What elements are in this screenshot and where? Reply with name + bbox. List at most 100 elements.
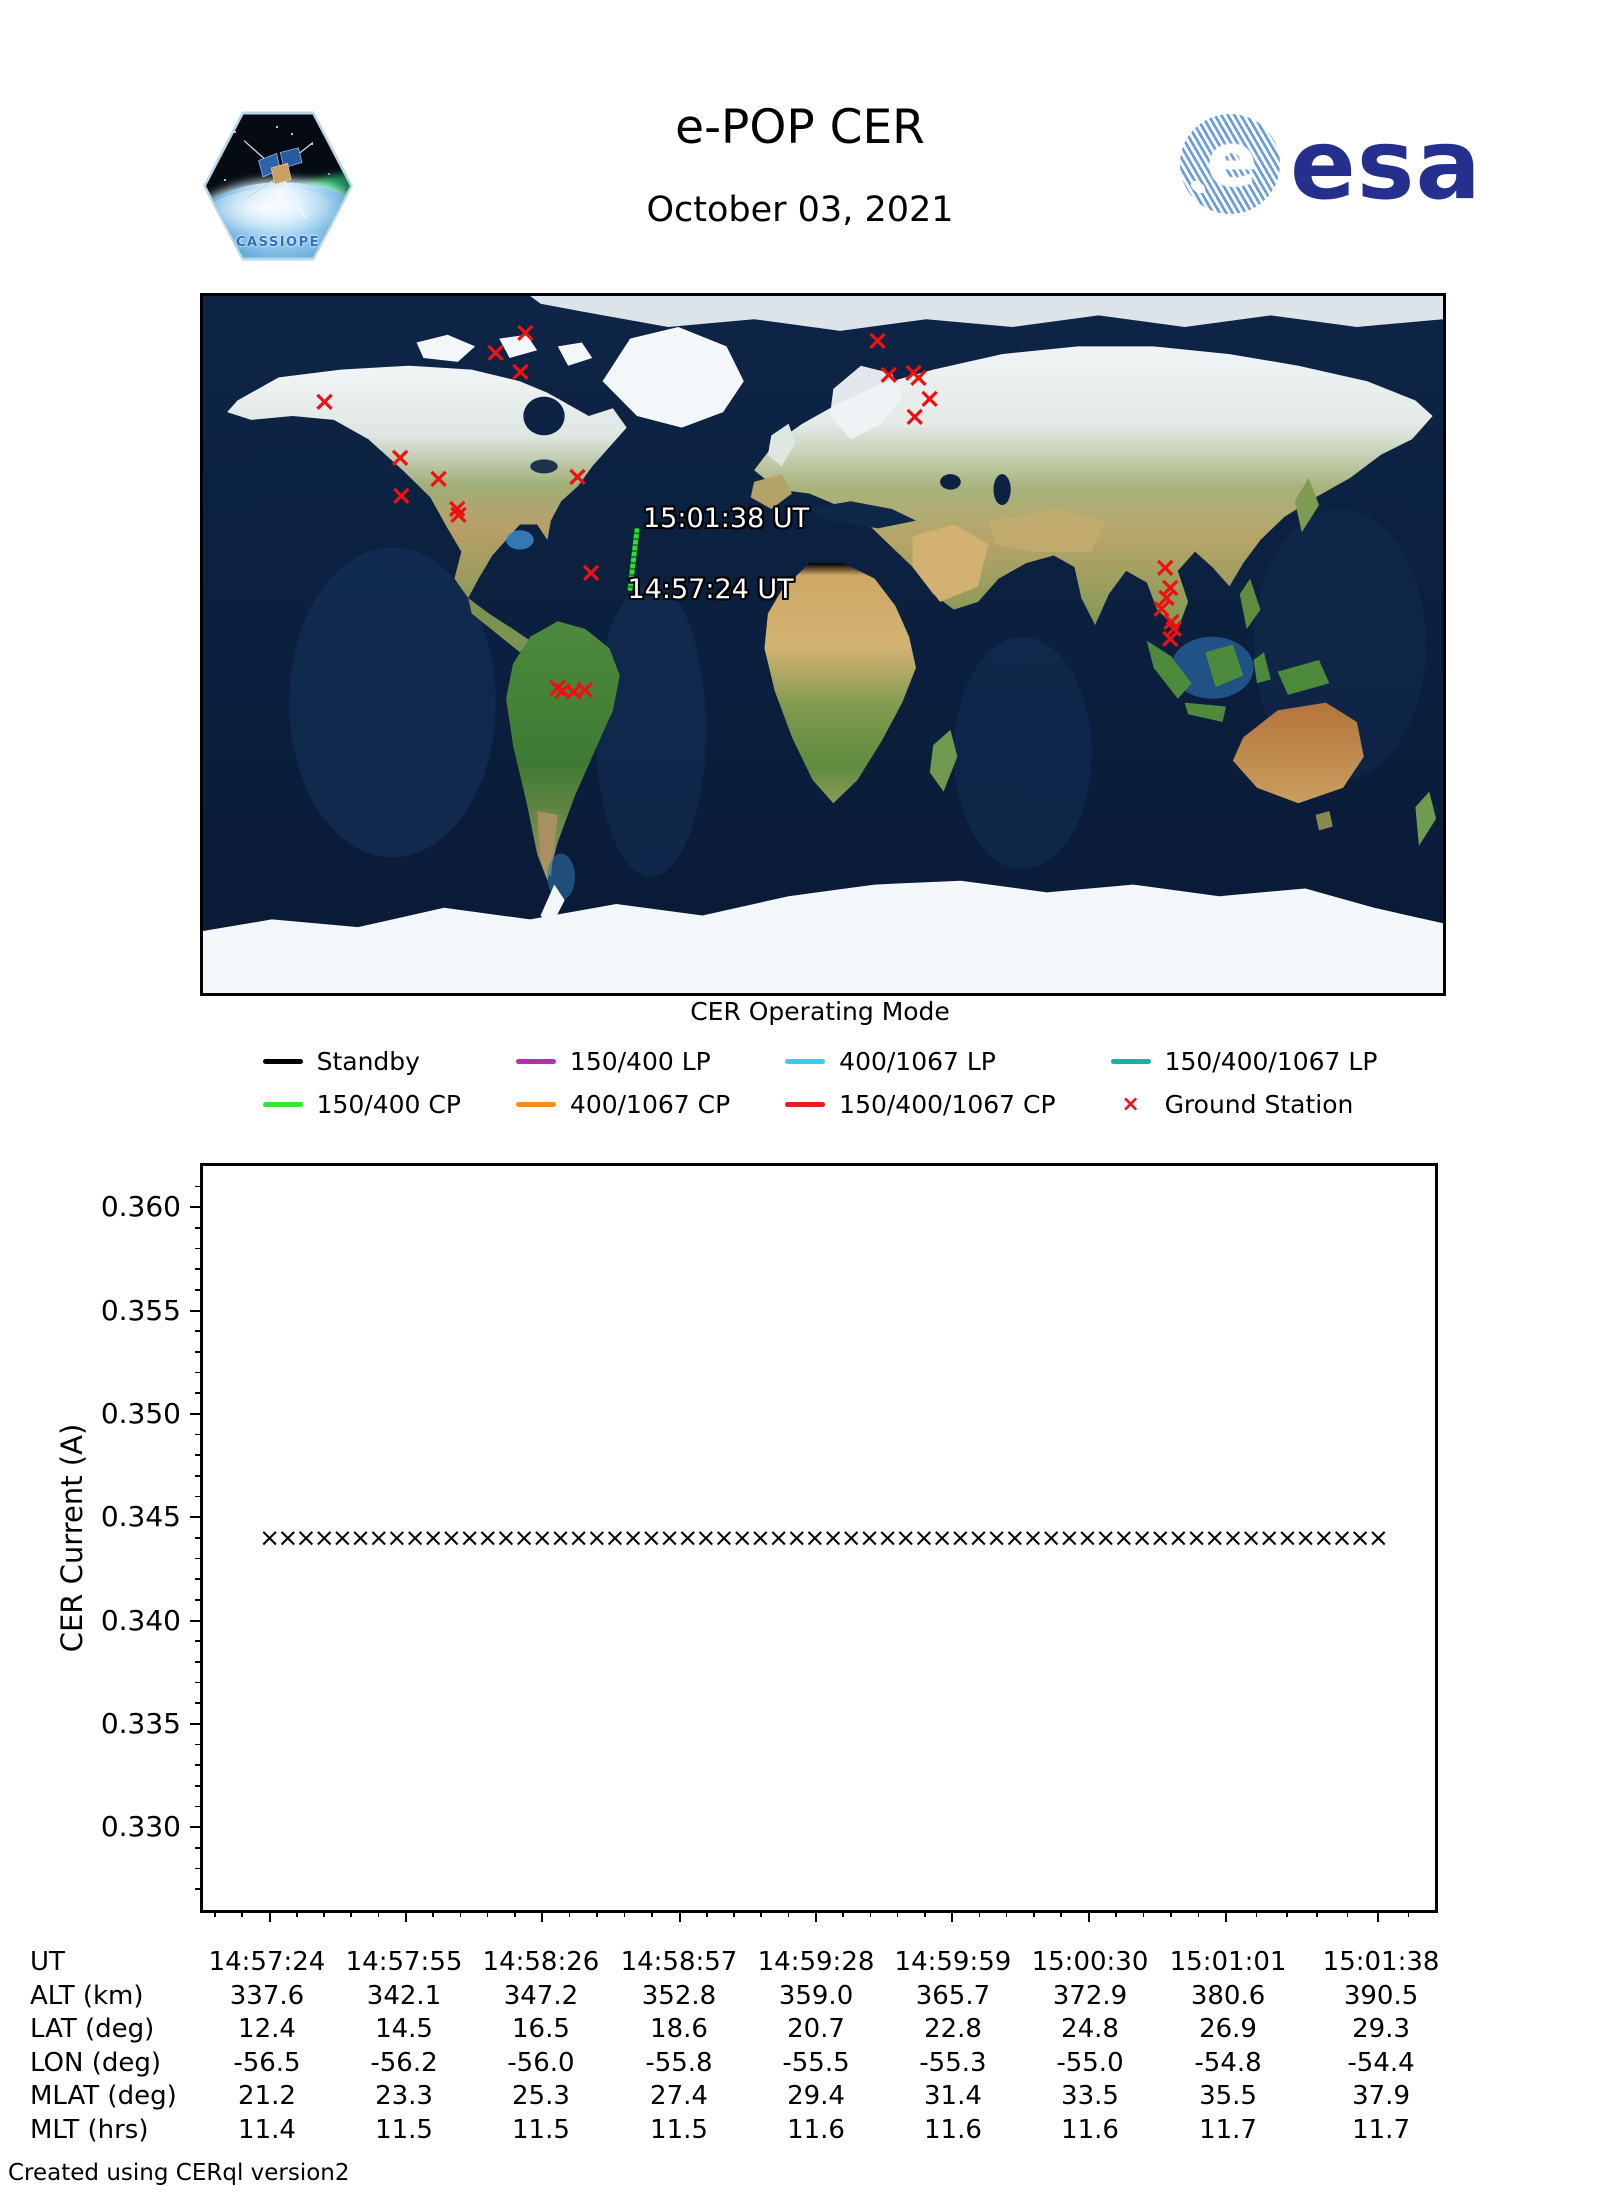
data-point-marker: × — [931, 1523, 953, 1552]
data-point-marker: × — [677, 1523, 699, 1552]
ground-station-marker: × — [508, 354, 533, 388]
esa-logo: e esa — [1180, 114, 1482, 214]
x-minor-tick — [1005, 1910, 1008, 1917]
table-cell: 37.9 — [1352, 2081, 1410, 2111]
table-cell: 11.6 — [1061, 2115, 1119, 2145]
table-cell: 11.5 — [375, 2115, 433, 2145]
table-cell: 14:58:26 — [482, 1947, 600, 1977]
y-minor-tick — [195, 1185, 202, 1188]
x-minor-tick — [1255, 1910, 1258, 1917]
x-major-tick — [268, 1910, 271, 1922]
data-point-marker: × — [1186, 1523, 1208, 1552]
data-point-marker: × — [386, 1523, 408, 1552]
data-point-marker: × — [1204, 1523, 1226, 1552]
data-point-marker: × — [622, 1523, 644, 1552]
x-minor-tick — [1197, 1910, 1200, 1917]
legend-item-standby: Standby — [262, 1046, 461, 1076]
data-point-marker: × — [549, 1523, 571, 1552]
table-cell: 26.9 — [1199, 2014, 1257, 2044]
table-cell: 31.4 — [923, 2081, 982, 2111]
y-major-tick — [190, 1619, 202, 1622]
data-point-marker: × — [1149, 1523, 1171, 1552]
x-minor-tick — [1170, 1910, 1172, 1917]
y-minor-tick — [195, 1888, 202, 1890]
x-minor-tick — [787, 1910, 790, 1917]
x-minor-tick — [1285, 1910, 1288, 1917]
data-point-marker: × — [531, 1523, 553, 1552]
table-cell: 16.5 — [511, 2014, 570, 2044]
table-cell: 14.5 — [375, 2014, 433, 2044]
data-point-marker: × — [1077, 1523, 1098, 1552]
ground-station-marker: × — [426, 461, 451, 495]
x-major-tick — [541, 1910, 544, 1922]
y-minor-tick — [195, 1867, 202, 1870]
table-cell: 20.7 — [787, 2014, 845, 2044]
x-minor-tick — [486, 1910, 489, 1917]
legend-item-150-400-1067-cp: 150/400/1067 CP — [785, 1089, 1056, 1119]
table-cell: 11.7 — [1352, 2115, 1410, 2145]
table-cell: 15:01:38 — [1322, 1947, 1440, 1977]
table-cell: -56.0 — [507, 2048, 575, 2078]
table-cell: 29.4 — [787, 2081, 845, 2111]
legend-line-swatch — [515, 1058, 556, 1064]
legend-line-swatch — [785, 1058, 826, 1064]
data-point-marker: × — [640, 1523, 662, 1552]
table-cell: 337.6 — [229, 1981, 305, 2011]
legend-item-400-1067-cp: 400/1067 CP — [515, 1089, 730, 1119]
data-point-marker: × — [568, 1523, 590, 1552]
ground-station-legend-icon: × — [1121, 1091, 1140, 1117]
y-tick-label: 0.340 — [100, 1603, 181, 1637]
x-minor-tick — [514, 1910, 516, 1917]
table-cell: 11.6 — [787, 2115, 845, 2145]
table-cell: 11.7 — [1199, 2115, 1257, 2145]
map-overlay: × × × × × × × × × × × × × × × × × × × × × × × × × × × × 15:01:38 UT… — [203, 296, 1443, 993]
legend-line-swatch — [262, 1101, 303, 1107]
table-cell: 21.2 — [238, 2081, 296, 2111]
esa-globe-icon: e — [1180, 114, 1280, 214]
legend-item-150-400-cp: 150/400 CP — [262, 1089, 461, 1119]
ground-track-map: × × × × × × × × × × × × × × × × × × × × × × × × × × × × 15:01:38 UT… — [200, 293, 1446, 996]
data-point-marker: × — [1022, 1523, 1044, 1552]
y-minor-tick — [195, 1743, 202, 1746]
x-minor-tick — [842, 1910, 844, 1917]
table-cell: 23.3 — [375, 2081, 433, 2111]
table-row-mlt-hrs-: MLT (hrs) 11.4 11.5 11.5 11.5 11.6 11.6 11.6 11.… — [0, 2113, 1600, 2147]
table-cell: -56.5 — [233, 2048, 301, 2078]
table-cell: 14:58:57 — [620, 1947, 738, 1977]
ground-station-marker: × — [1153, 550, 1177, 584]
data-point-marker: × — [422, 1523, 444, 1552]
table-cell: 35.5 — [1199, 2081, 1257, 2111]
data-point-marker: × — [495, 1523, 517, 1552]
data-point-marker: × — [1113, 1523, 1135, 1552]
mission-patch-label: CASSIOPE — [235, 235, 321, 251]
table-cell: 372.9 — [1052, 1981, 1128, 2011]
y-minor-tick — [195, 1785, 202, 1787]
table-cell: -55.8 — [645, 2048, 713, 2078]
table-cell: 380.6 — [1190, 1981, 1266, 2011]
ground-station-marker: × — [1158, 621, 1182, 655]
satellite-icon — [243, 139, 313, 219]
ground-station-marker: × — [312, 384, 337, 418]
ground-station-marker: × — [1162, 611, 1186, 645]
data-point-marker: × — [1331, 1523, 1353, 1552]
y-minor-tick — [195, 1454, 202, 1456]
data-point-marker: × — [913, 1523, 935, 1552]
table-cell: 11.4 — [238, 2115, 296, 2145]
data-point-marker: × — [586, 1523, 608, 1552]
table-cell: 33.5 — [1061, 2081, 1119, 2111]
y-tick-label: 0.350 — [100, 1396, 181, 1430]
data-point-marker: × — [967, 1523, 989, 1552]
table-cell: -54.4 — [1347, 2048, 1415, 2078]
legend-item-label: 400/1067 LP — [839, 1046, 996, 1076]
data-point-marker: × — [1058, 1523, 1080, 1552]
table-cell: 390.5 — [1343, 1981, 1419, 2011]
legend-item-label: 150/400/1067 LP — [1164, 1046, 1378, 1076]
y-minor-tick — [195, 1495, 202, 1498]
table-row-ut: UT 14:57:24 14:57:55 14:58:26 14:58:57 14:59:… — [0, 1945, 1600, 1979]
row-label: MLAT (deg) — [30, 2081, 177, 2111]
data-point-marker: × — [731, 1523, 753, 1552]
x-minor-tick — [733, 1910, 735, 1917]
data-point-marker: × — [1222, 1523, 1244, 1552]
x-minor-tick — [1407, 1910, 1410, 1917]
data-point-marker: × — [277, 1523, 299, 1552]
